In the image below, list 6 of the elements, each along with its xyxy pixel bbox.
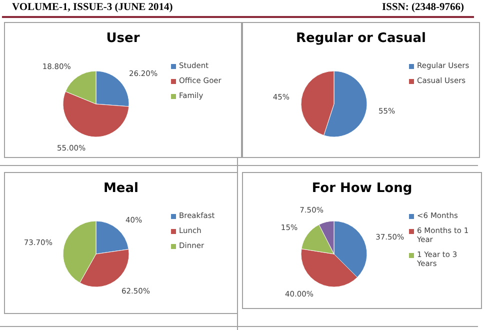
text: ISSN: (2348-9766)	[382, 2, 464, 13]
text: VOLUME-1, ISSUE-3 (JUNE 2014)	[12, 2, 173, 13]
chart-title: For How Long	[310, 181, 414, 196]
chart-title: User	[105, 31, 141, 46]
chart-title: Meal	[102, 181, 140, 196]
chart-title: Regular or Casual	[295, 31, 427, 46]
